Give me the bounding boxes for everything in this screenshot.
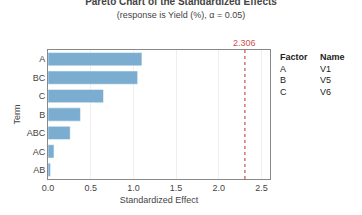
svg-text:2.306: 2.306 [233,38,256,48]
svg-text:0.5: 0.5 [84,183,97,193]
svg-text:AC: AC [33,147,46,157]
svg-text:1.0: 1.0 [127,183,140,193]
svg-text:1.5: 1.5 [170,183,183,193]
svg-text:B: B [39,110,45,120]
svg-text:Standardized Effect: Standardized Effect [120,195,199,205]
svg-text:AB: AB [33,165,45,175]
svg-text:BC: BC [33,73,46,83]
svg-text:2.5: 2.5 [255,183,268,193]
svg-text:NameV1V5V6: NameV1V5V6 [320,52,345,97]
svg-text:0.0: 0.0 [42,183,55,193]
svg-text:2.0: 2.0 [213,183,226,193]
svg-text:ABC: ABC [27,128,46,138]
svg-text:Pareto Chart of the Standardiz: Pareto Chart of the Standardized Effects… [85,0,277,20]
svg-text:FactorABC: FactorABC [280,52,308,97]
svg-text:C: C [39,91,46,101]
svg-text:A: A [39,54,45,64]
svg-text:Term: Term [12,105,22,125]
